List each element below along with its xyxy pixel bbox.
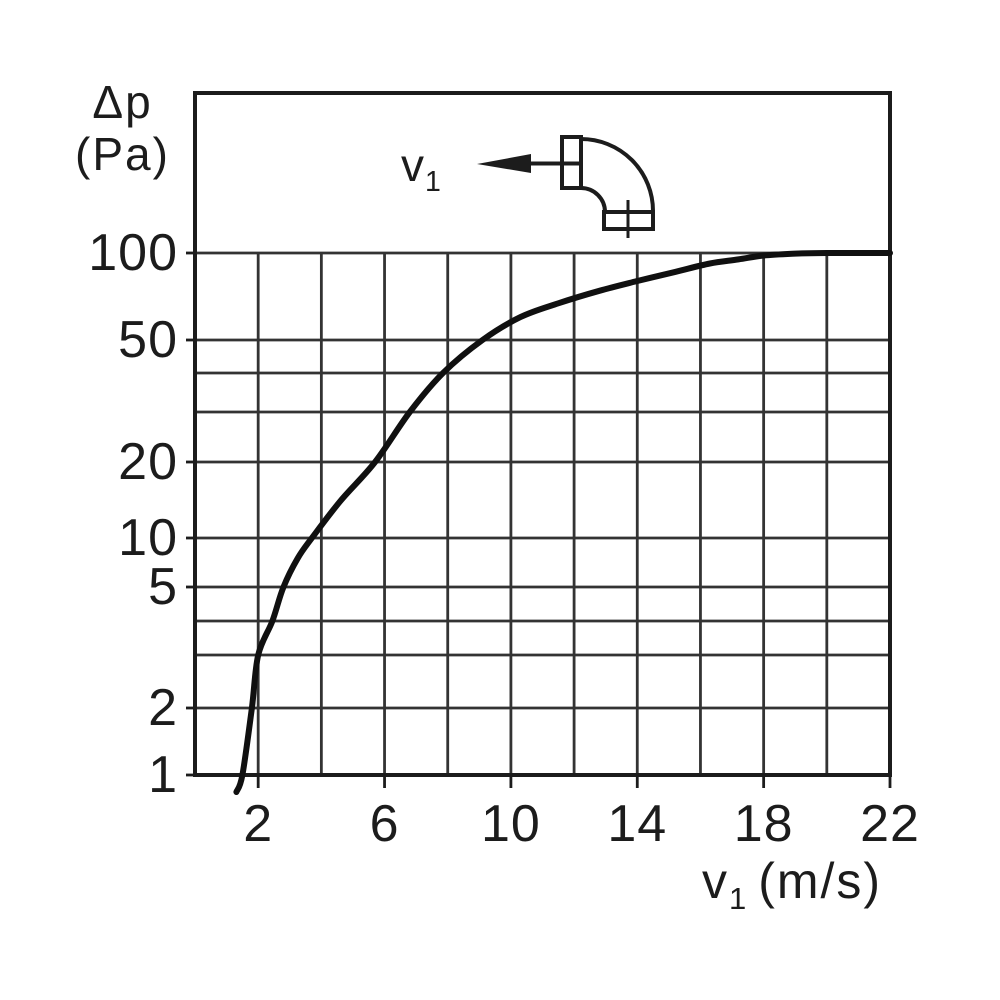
x-tick-label: 10 — [481, 795, 541, 853]
x-axis-title-unit: (m/s) — [758, 853, 883, 909]
y-tick-label: 50 — [118, 311, 178, 369]
elbow-fitting-icon — [560, 135, 655, 238]
x-tick-label: 6 — [370, 795, 400, 853]
x-tick-label: 18 — [734, 795, 794, 853]
inset-velocity-var: v — [401, 139, 425, 191]
y-tick-label: 2 — [148, 679, 178, 737]
x-axis-title: v1 (m/s) — [637, 852, 947, 914]
elbow-inner-arc — [580, 186, 607, 213]
pressure-drop-curve — [233, 250, 893, 795]
y-tick-label: 10 — [118, 509, 178, 567]
y-tick-label: 5 — [148, 558, 178, 616]
grid-layer — [195, 251, 890, 775]
y-tick-label: 20 — [118, 433, 178, 491]
y-tick-label: 1 — [148, 746, 178, 804]
elbow-inlet-flange — [560, 135, 583, 190]
y-axis-title: Δp (Pa) — [40, 76, 205, 181]
flow-arrow-icon — [477, 154, 581, 173]
inset-velocity-sub: 1 — [425, 166, 442, 199]
y-axis-title-symbol: Δp — [92, 76, 153, 128]
x-tick-label: 22 — [860, 795, 920, 853]
inset-velocity-label: v1 — [401, 138, 442, 196]
x-tick-label: 14 — [607, 795, 667, 853]
y-tick-label: 100 — [88, 224, 178, 282]
y-axis-title-unit: (Pa) — [75, 128, 170, 181]
x-tick-label: 2 — [243, 795, 273, 853]
x-axis-title-sub: 1 — [728, 881, 749, 916]
plot-frame — [193, 91, 892, 777]
elbow-outer-arc — [580, 137, 655, 212]
x-axis-title-var: v — [701, 853, 729, 909]
